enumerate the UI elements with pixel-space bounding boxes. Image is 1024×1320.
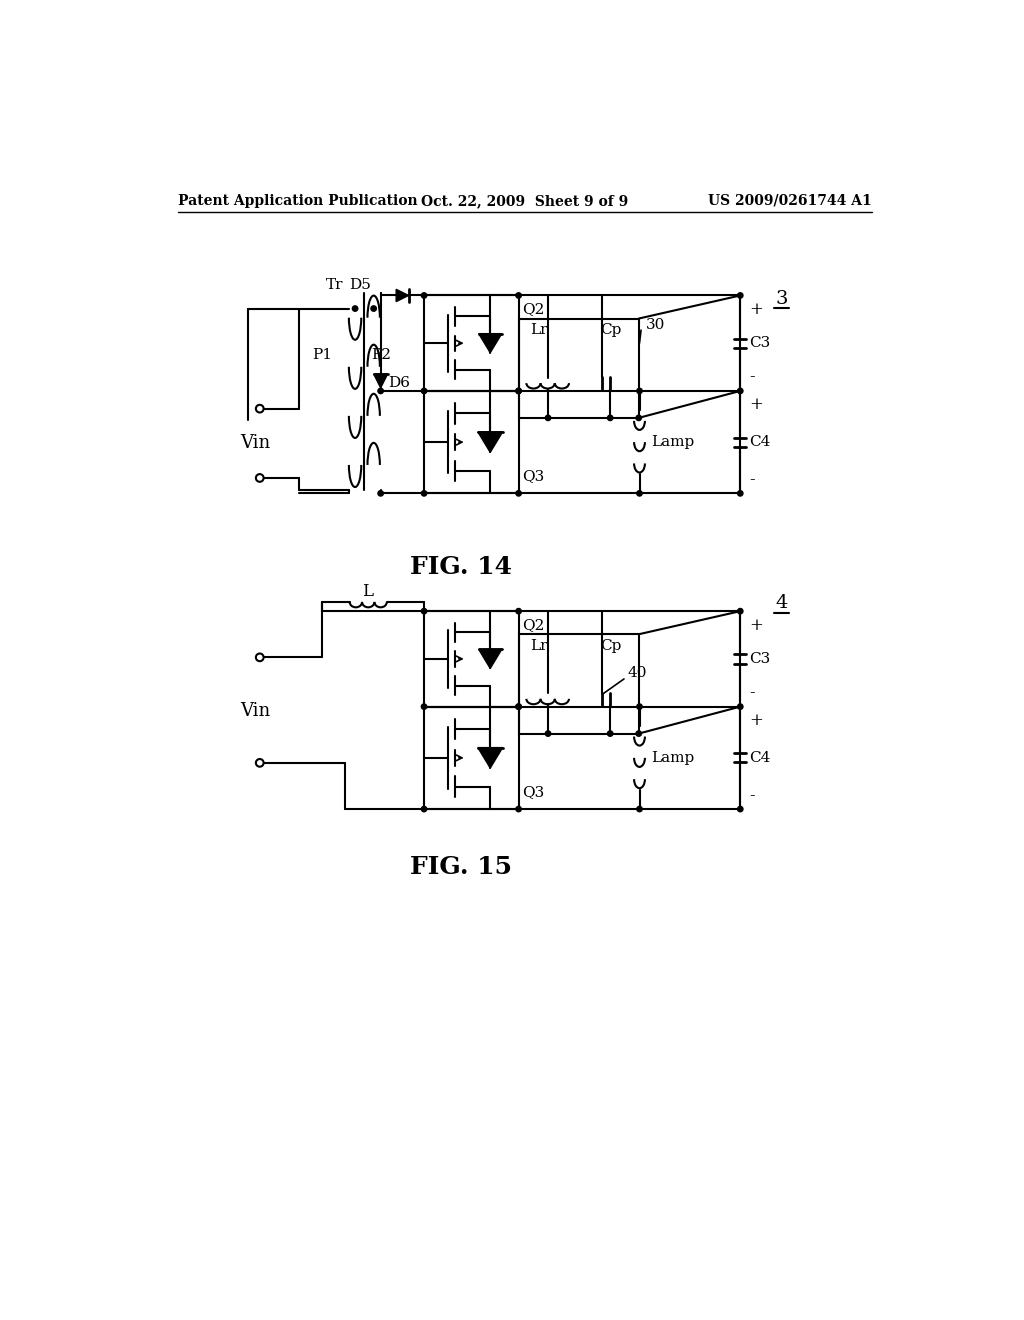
Text: Vin: Vin bbox=[241, 434, 270, 453]
Circle shape bbox=[737, 388, 743, 393]
Circle shape bbox=[421, 704, 427, 709]
Polygon shape bbox=[478, 649, 502, 668]
Text: 3: 3 bbox=[775, 289, 787, 308]
Circle shape bbox=[737, 704, 743, 709]
Circle shape bbox=[421, 293, 427, 298]
Circle shape bbox=[546, 416, 551, 421]
Text: +: + bbox=[750, 711, 764, 729]
Text: Cp: Cp bbox=[600, 639, 622, 653]
Circle shape bbox=[421, 807, 427, 812]
Polygon shape bbox=[478, 432, 503, 453]
Text: Lamp: Lamp bbox=[651, 751, 694, 764]
Text: Tr: Tr bbox=[326, 279, 343, 293]
Text: D6: D6 bbox=[388, 376, 411, 391]
Circle shape bbox=[737, 609, 743, 614]
Text: +: + bbox=[750, 616, 764, 634]
Circle shape bbox=[516, 704, 521, 709]
Circle shape bbox=[607, 731, 613, 737]
Text: Vin: Vin bbox=[241, 702, 270, 721]
Text: FIG. 15: FIG. 15 bbox=[411, 855, 512, 879]
Bar bbox=[424, 296, 518, 391]
Circle shape bbox=[637, 704, 642, 709]
Bar bbox=[424, 391, 518, 494]
Circle shape bbox=[516, 388, 521, 393]
Bar bbox=[424, 611, 518, 706]
Circle shape bbox=[637, 807, 642, 812]
Circle shape bbox=[636, 416, 641, 421]
Polygon shape bbox=[478, 334, 502, 352]
Circle shape bbox=[421, 491, 427, 496]
Text: P1: P1 bbox=[312, 347, 333, 362]
Text: C4: C4 bbox=[750, 436, 771, 449]
Text: -: - bbox=[750, 787, 755, 804]
Text: C3: C3 bbox=[750, 652, 771, 665]
Circle shape bbox=[546, 731, 551, 737]
Text: Lr: Lr bbox=[530, 323, 548, 337]
Text: Q2: Q2 bbox=[522, 618, 545, 632]
Text: -: - bbox=[750, 368, 755, 385]
Text: Lamp: Lamp bbox=[651, 436, 694, 449]
Circle shape bbox=[637, 491, 642, 496]
Text: Lr: Lr bbox=[530, 639, 548, 653]
Text: 40: 40 bbox=[628, 665, 647, 680]
Circle shape bbox=[737, 293, 743, 298]
Bar bbox=[424, 706, 518, 809]
Text: Cp: Cp bbox=[600, 323, 622, 337]
Polygon shape bbox=[396, 289, 409, 302]
Text: Patent Application Publication: Patent Application Publication bbox=[178, 194, 418, 207]
Text: 30: 30 bbox=[646, 318, 665, 333]
Circle shape bbox=[371, 306, 377, 312]
Text: P2: P2 bbox=[372, 347, 391, 362]
Circle shape bbox=[636, 731, 641, 737]
Circle shape bbox=[516, 293, 521, 298]
Circle shape bbox=[352, 306, 357, 312]
Text: L: L bbox=[362, 582, 373, 599]
Text: -: - bbox=[750, 471, 755, 488]
Text: Q3: Q3 bbox=[522, 470, 545, 483]
Bar bbox=[518, 318, 639, 418]
Text: US 2009/0261744 A1: US 2009/0261744 A1 bbox=[709, 194, 872, 207]
Text: +: + bbox=[750, 396, 764, 413]
Circle shape bbox=[421, 609, 427, 614]
Circle shape bbox=[516, 491, 521, 496]
Text: C3: C3 bbox=[750, 337, 771, 350]
Text: C4: C4 bbox=[750, 751, 771, 764]
Polygon shape bbox=[374, 374, 388, 388]
Circle shape bbox=[516, 388, 521, 393]
Circle shape bbox=[637, 388, 642, 393]
Text: Oct. 22, 2009  Sheet 9 of 9: Oct. 22, 2009 Sheet 9 of 9 bbox=[421, 194, 629, 207]
Text: 4: 4 bbox=[775, 594, 787, 612]
Text: Q3: Q3 bbox=[522, 785, 545, 799]
Circle shape bbox=[607, 416, 613, 421]
Text: Q2: Q2 bbox=[522, 302, 545, 317]
Circle shape bbox=[378, 388, 383, 393]
Circle shape bbox=[516, 609, 521, 614]
Text: -: - bbox=[750, 684, 755, 701]
Text: D5: D5 bbox=[349, 279, 371, 293]
Bar bbox=[518, 635, 639, 734]
Polygon shape bbox=[478, 747, 503, 768]
Circle shape bbox=[516, 704, 521, 709]
Circle shape bbox=[737, 491, 743, 496]
Circle shape bbox=[737, 807, 743, 812]
Text: +: + bbox=[750, 301, 764, 318]
Circle shape bbox=[378, 491, 383, 496]
Circle shape bbox=[421, 388, 427, 393]
Circle shape bbox=[516, 807, 521, 812]
Text: FIG. 14: FIG. 14 bbox=[411, 554, 512, 578]
